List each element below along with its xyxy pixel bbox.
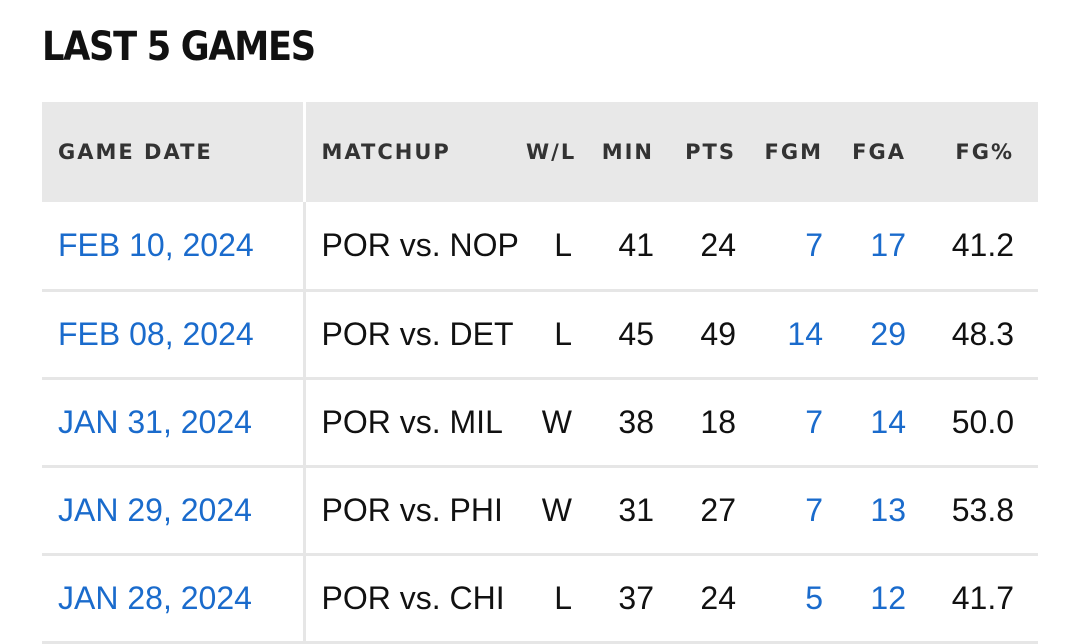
games-table: GAME DATE MATCHUP W/L MIN PTS FGM FGA FG… <box>42 102 1038 644</box>
fgm-link[interactable]: 7 <box>805 491 823 528</box>
pts-cell: 49 <box>700 315 736 352</box>
header-pts[interactable]: PTS <box>685 140 736 164</box>
wl-cell: L <box>554 315 572 352</box>
matchup-cell: POR vs. DET <box>321 315 514 352</box>
table-row: JAN 31, 2024 POR vs. MIL W 38 18 7 14 50… <box>42 378 1038 466</box>
min-cell: 31 <box>618 491 654 528</box>
last-games-table: GAME DATE MATCHUP W/L MIN PTS FGM FGA FG… <box>42 102 1038 644</box>
fg-pct-cell: 50.0 <box>951 403 1014 440</box>
fga-link[interactable]: 17 <box>870 226 906 263</box>
matchup-cell: POR vs. MIL <box>321 403 503 440</box>
pts-cell: 18 <box>700 403 736 440</box>
game-date-link[interactable]: FEB 10, 2024 <box>42 202 306 290</box>
fgm-link[interactable]: 14 <box>787 315 823 352</box>
table-header-row: GAME DATE MATCHUP W/L MIN PTS FGM FGA FG… <box>42 102 1038 202</box>
section-title: LAST 5 GAMES <box>42 24 316 70</box>
pts-cell: 24 <box>700 579 736 616</box>
wl-cell: W <box>541 491 572 528</box>
min-cell: 45 <box>618 315 654 352</box>
table-row: FEB 10, 2024 POR vs. NOP L 41 24 7 17 41… <box>42 202 1038 290</box>
game-date-link[interactable]: JAN 28, 2024 <box>42 554 306 642</box>
pts-cell: 27 <box>700 491 736 528</box>
header-fgm[interactable]: FGM <box>764 140 823 164</box>
min-cell: 37 <box>618 579 654 616</box>
wl-cell: L <box>554 226 572 263</box>
matchup-cell: POR vs. NOP <box>321 226 519 263</box>
fga-link[interactable]: 12 <box>870 579 906 616</box>
fga-link[interactable]: 14 <box>870 403 906 440</box>
game-date-link[interactable]: JAN 31, 2024 <box>42 378 306 466</box>
pts-cell: 24 <box>700 226 736 263</box>
fg-pct-cell: 41.2 <box>951 226 1014 263</box>
fg-pct-cell: 48.3 <box>951 315 1014 352</box>
fga-link[interactable]: 13 <box>870 491 906 528</box>
header-fga[interactable]: FGA <box>852 140 906 164</box>
header-game-date[interactable]: GAME DATE <box>42 102 306 202</box>
fg-pct-cell: 41.7 <box>951 579 1014 616</box>
fgm-link[interactable]: 7 <box>805 403 823 440</box>
table-row: JAN 29, 2024 POR vs. PHI W 31 27 7 13 53… <box>42 466 1038 554</box>
min-cell: 38 <box>618 403 654 440</box>
header-matchup[interactable]: MATCHUP <box>321 140 451 164</box>
header-wl[interactable]: W/L <box>526 140 577 164</box>
wl-cell: W <box>541 403 572 440</box>
fgm-link[interactable]: 7 <box>805 226 823 263</box>
fgm-link[interactable]: 5 <box>805 579 823 616</box>
matchup-cell: POR vs. CHI <box>321 579 505 616</box>
game-date-link[interactable]: FEB 08, 2024 <box>42 290 306 378</box>
matchup-cell: POR vs. PHI <box>321 491 503 528</box>
header-fg-pct[interactable]: FG% <box>955 140 1014 164</box>
fga-link[interactable]: 29 <box>870 315 906 352</box>
game-date-link[interactable]: JAN 29, 2024 <box>42 466 306 554</box>
wl-cell: L <box>554 579 572 616</box>
header-min[interactable]: MIN <box>601 140 654 164</box>
table-row: JAN 28, 2024 POR vs. CHI L 37 24 5 12 41… <box>42 554 1038 642</box>
min-cell: 41 <box>618 226 654 263</box>
fg-pct-cell: 53.8 <box>951 491 1014 528</box>
table-row: FEB 08, 2024 POR vs. DET L 45 49 14 29 4… <box>42 290 1038 378</box>
